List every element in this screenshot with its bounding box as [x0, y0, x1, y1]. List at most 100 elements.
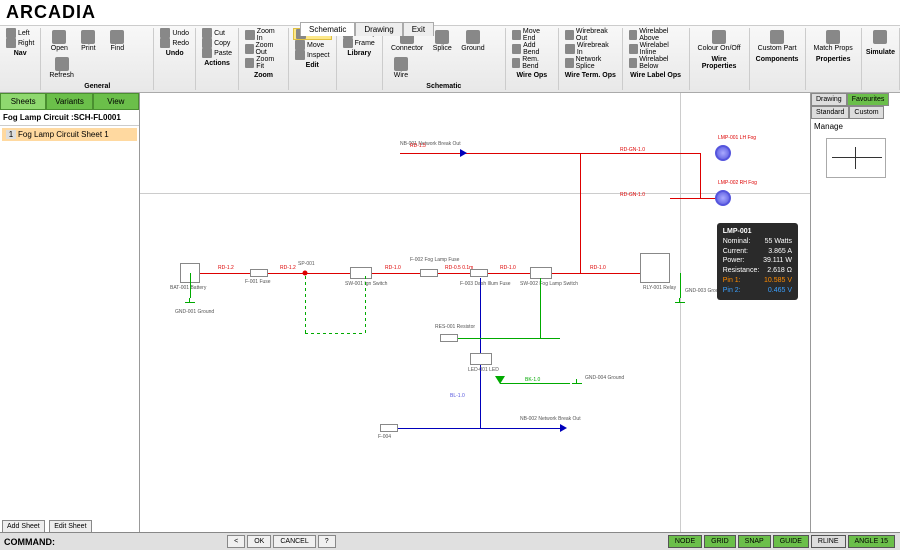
- guide-v: [680, 93, 681, 533]
- colour-onoff-button[interactable]: Colour On/Off: [694, 28, 745, 54]
- simulate-icon: [873, 30, 887, 44]
- gnd3[interactable]: [675, 298, 685, 306]
- comp-led[interactable]: [470, 353, 492, 365]
- nav-left-button[interactable]: Left: [4, 28, 36, 38]
- cut-button[interactable]: Cut: [200, 28, 234, 38]
- cmd-ok-button[interactable]: OK: [247, 535, 271, 548]
- simulate-button[interactable]: [866, 28, 894, 47]
- rtab-drawing[interactable]: Drawing: [811, 93, 847, 106]
- copy-icon: [202, 38, 212, 48]
- rem-bend-button[interactable]: Rem. Bend: [510, 56, 554, 70]
- wire-dash1[interactable]: [305, 273, 306, 333]
- tb-general: Open Print Find Refresh General: [41, 28, 154, 90]
- wire-dash3[interactable]: [365, 273, 366, 333]
- rtab-custom[interactable]: Custom: [849, 106, 883, 119]
- tree-item[interactable]: 1Fog Lamp Circuit Sheet 1: [2, 128, 137, 141]
- print-button[interactable]: Print: [74, 28, 102, 54]
- move-end-button[interactable]: Move End: [510, 28, 554, 42]
- rem-bend-icon: [512, 58, 521, 68]
- wire-led-h[interactable]: [440, 338, 560, 339]
- wire-button[interactable]: Wire: [387, 55, 415, 81]
- part-preview[interactable]: [826, 138, 886, 178]
- wire-blue-h[interactable]: [390, 428, 560, 429]
- comp-relay[interactable]: [640, 253, 670, 283]
- wirebreak-in-button[interactable]: Wirebreak In: [563, 42, 618, 56]
- inspect-button[interactable]: Inspect: [293, 50, 332, 60]
- comp-sw2[interactable]: [530, 267, 552, 279]
- wire-gnd3[interactable]: [680, 273, 681, 298]
- status-angle[interactable]: ANGLE 15: [848, 535, 895, 548]
- wire-lamp-v[interactable]: [700, 153, 701, 198]
- gnd4[interactable]: [572, 379, 582, 387]
- edit-sheet-button[interactable]: Edit Sheet: [49, 520, 91, 533]
- wire-led-out[interactable]: [500, 383, 570, 384]
- wire-gnd1[interactable]: [190, 273, 191, 298]
- schematic-canvas[interactable]: BAT-001 Battery F-001 Fuse SP-001 SW-001…: [140, 93, 810, 533]
- tab-sheets[interactable]: Sheets: [0, 93, 46, 110]
- wire-top[interactable]: [400, 153, 580, 154]
- ground-icon: [466, 30, 480, 44]
- ground-button[interactable]: Ground: [457, 28, 488, 54]
- tab-view[interactable]: View: [93, 93, 139, 110]
- tb-components: Custom Part Components: [750, 28, 806, 90]
- zoom-out-button[interactable]: Zoom Out: [243, 42, 284, 56]
- comp-sw1[interactable]: [350, 267, 372, 279]
- move-button[interactable]: Move: [293, 40, 332, 50]
- status-node[interactable]: NODE: [668, 535, 702, 548]
- wirelabel-above-icon: [629, 30, 638, 40]
- nb1-arrow: [460, 149, 467, 157]
- wirelabel-inline-button[interactable]: Wirelabel Inline: [627, 42, 685, 56]
- cmd-cancel-button[interactable]: CANCEL: [273, 535, 315, 548]
- comp-lamp2[interactable]: [715, 190, 731, 206]
- wirebreak-out-button[interactable]: Wirebreak Out: [563, 28, 618, 42]
- logo: ARCADIA: [6, 2, 96, 23]
- status-rline[interactable]: RLINE: [811, 535, 846, 548]
- undo-icon: [160, 28, 170, 38]
- gnd1[interactable]: [185, 298, 195, 306]
- tab-variants[interactable]: Variants: [46, 93, 92, 110]
- zoom-fit-button[interactable]: Zoom Fit: [243, 56, 284, 70]
- nav-right-button[interactable]: Right: [4, 38, 36, 48]
- network-splice-button[interactable]: Network Splice: [563, 56, 618, 70]
- zoom-in-button[interactable]: Zoom In: [243, 28, 284, 42]
- find-button[interactable]: Find: [103, 28, 131, 54]
- add-bend-button[interactable]: Add Bend: [510, 42, 554, 56]
- rtab-fav[interactable]: Favourites: [847, 93, 890, 106]
- frame-icon: [343, 38, 353, 48]
- comp-fuse2[interactable]: [420, 269, 438, 277]
- wire-dash2[interactable]: [305, 333, 365, 334]
- tb-wirelabel: Wirelabel Above Wirelabel Inline Wirelab…: [623, 28, 690, 90]
- status-guide[interactable]: GUIDE: [773, 535, 809, 548]
- wire-up[interactable]: [580, 153, 581, 273]
- comp-fuse1[interactable]: [250, 269, 268, 277]
- custom-part-icon: [770, 30, 784, 44]
- comp-fuse4[interactable]: [380, 424, 398, 432]
- comp-lamp1[interactable]: [715, 145, 731, 161]
- wire-led-v[interactable]: [540, 278, 541, 338]
- undo-button[interactable]: Undo: [158, 28, 191, 38]
- status-grid[interactable]: GRID: [704, 535, 736, 548]
- comp-res[interactable]: [440, 334, 458, 342]
- refresh-button[interactable]: Refresh: [45, 55, 78, 81]
- wirelabel-below-button[interactable]: Wirelabel Below: [627, 56, 685, 70]
- copy-button[interactable]: Copy: [200, 38, 234, 48]
- paste-button[interactable]: Paste: [200, 48, 234, 58]
- wire-to-lamps[interactable]: [580, 153, 700, 154]
- wirelabel-above-button[interactable]: Wirelabel Above: [627, 28, 685, 42]
- zoom-in-icon: [245, 30, 255, 40]
- status-snap[interactable]: SNAP: [738, 535, 771, 548]
- mode-tab-drawing[interactable]: Drawing: [355, 22, 402, 36]
- open-button[interactable]: Open: [45, 28, 73, 54]
- cmd-prev-button[interactable]: <: [227, 535, 245, 548]
- mode-tab-schematic[interactable]: Schematic: [300, 22, 355, 36]
- match-props-button[interactable]: Match Props: [810, 28, 857, 54]
- custom-part-button[interactable]: Custom Part: [754, 28, 801, 54]
- add-sheet-button[interactable]: Add Sheet: [2, 520, 45, 533]
- tb-library: Library Frame Library: [337, 28, 383, 90]
- cmd-help-button[interactable]: ?: [318, 535, 336, 548]
- frame-button[interactable]: Frame: [341, 38, 378, 48]
- redo-button[interactable]: Redo: [158, 38, 191, 48]
- mode-tab-exit[interactable]: Exit: [403, 22, 434, 36]
- rtab-std[interactable]: Standard: [811, 106, 849, 119]
- zoom-out-icon: [245, 44, 254, 54]
